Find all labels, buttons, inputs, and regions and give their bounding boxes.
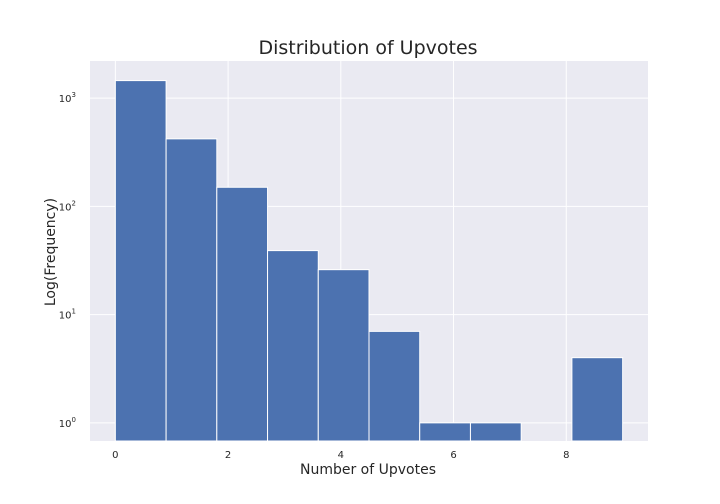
chart-title: Distribution of Upvotes	[258, 37, 477, 59]
y-axis-ticks: 100 101 102 103	[59, 91, 76, 430]
x-axis-ticks: 0 2 4 6 8	[112, 450, 569, 461]
histogram-bar	[267, 250, 319, 442]
y-tick-label: 101	[59, 308, 76, 322]
x-tick-label: 6	[450, 450, 456, 461]
histogram-bar	[469, 422, 522, 442]
histogram-bar	[114, 80, 167, 442]
x-tick-label: 4	[338, 450, 344, 461]
x-tick-label: 2	[225, 450, 231, 461]
y-tick-label: 102	[59, 199, 76, 213]
x-tick-label: 8	[563, 450, 569, 461]
histogram-bar	[317, 269, 370, 442]
histogram-bar	[419, 422, 471, 442]
y-axis-label: Log(Frequency)	[43, 198, 59, 306]
x-axis-label: Number of Upvotes	[300, 462, 436, 478]
histogram-bar	[368, 330, 421, 442]
y-tick-label: 100	[59, 416, 76, 430]
histogram-bars	[114, 80, 624, 442]
histogram-bar	[216, 186, 269, 442]
y-tick-label: 103	[59, 91, 76, 105]
histogram-bar	[571, 357, 624, 442]
histogram-bar	[165, 138, 218, 442]
x-tick-label: 0	[112, 450, 118, 461]
